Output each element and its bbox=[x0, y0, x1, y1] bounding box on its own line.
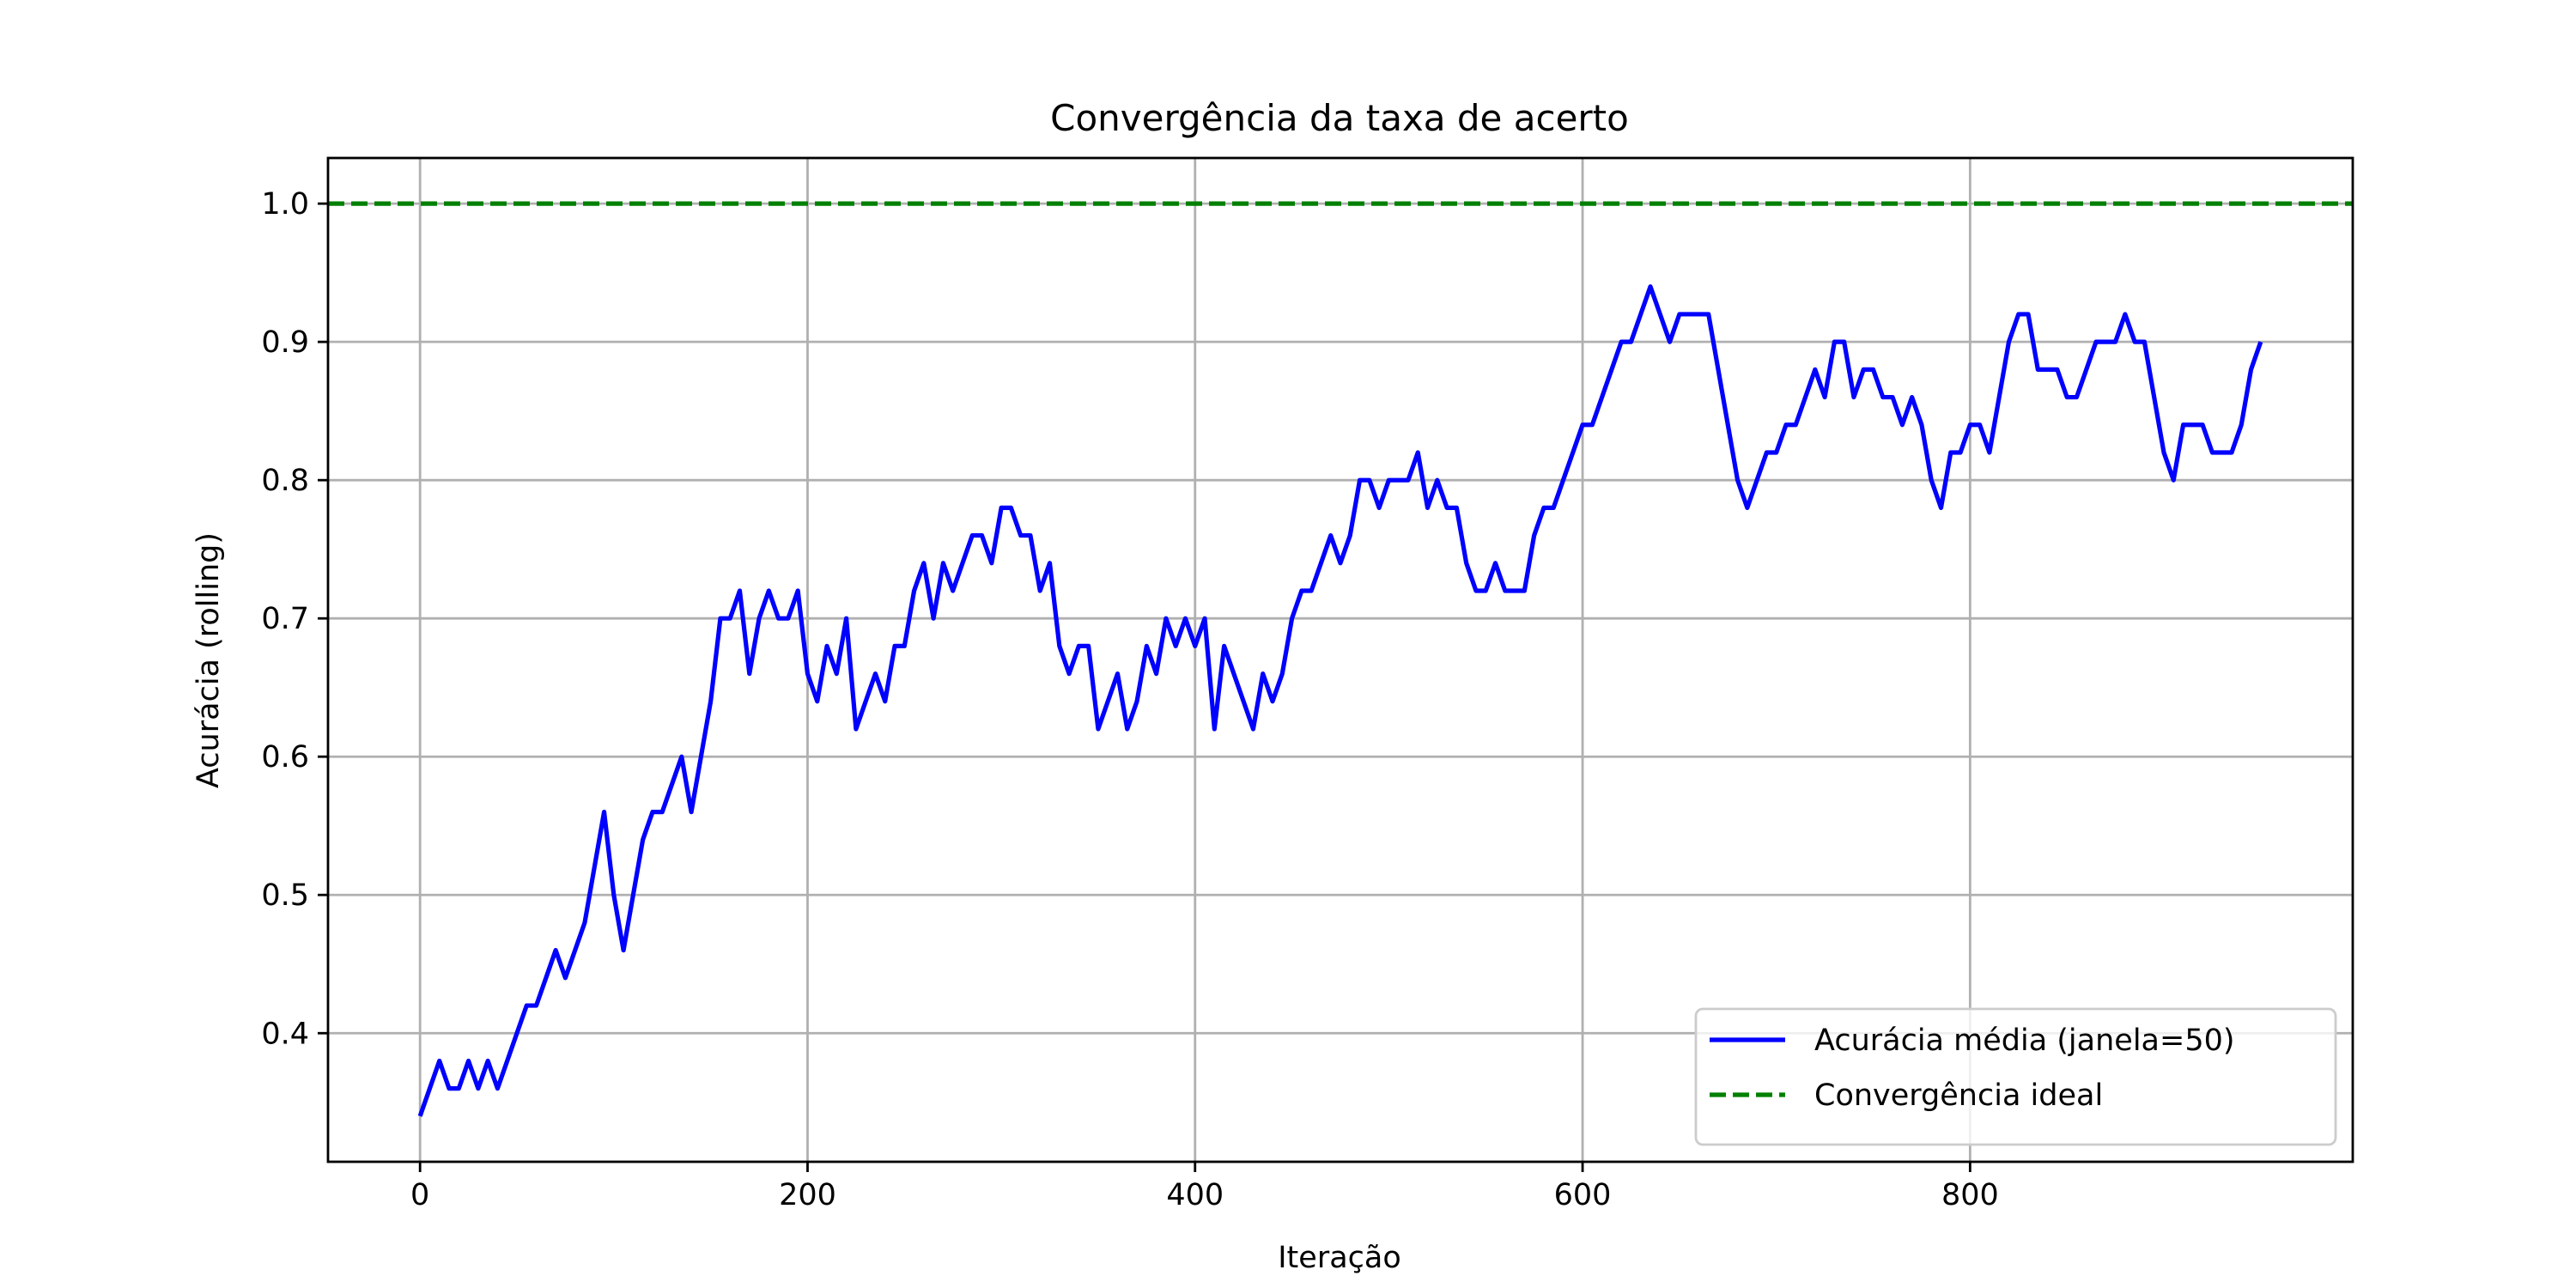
legend-box bbox=[1694, 1007, 2337, 1146]
x-tick-label: 400 bbox=[1166, 1178, 1224, 1212]
y-tick-label: 1.0 bbox=[261, 187, 309, 222]
x-tick-label: 800 bbox=[1941, 1178, 1999, 1212]
x-tick-label: 600 bbox=[1554, 1178, 1612, 1212]
y-tick-label: 0.6 bbox=[261, 740, 309, 775]
legend-label: Convergência ideal bbox=[1814, 1078, 2103, 1113]
y-tick-label: 0.5 bbox=[261, 878, 309, 913]
x-tick-label: 0 bbox=[410, 1178, 429, 1212]
y-tick-label: 0.4 bbox=[261, 1017, 309, 1051]
y-tick-label: 0.9 bbox=[261, 325, 309, 360]
legend-label: Acurácia média (janela=50) bbox=[1814, 1024, 2235, 1058]
data-line bbox=[417, 284, 2263, 1117]
x-tick-label: 200 bbox=[779, 1178, 836, 1212]
y-tick-label: 0.7 bbox=[261, 602, 309, 636]
chart-title: Convergência da taxa de acerto bbox=[1050, 97, 1629, 139]
y-tick-label: 0.8 bbox=[261, 464, 309, 498]
y-axis-label: Acurácia (rolling) bbox=[191, 532, 226, 788]
x-axis-label: Iteração bbox=[1278, 1241, 1401, 1275]
axes-frame bbox=[326, 156, 2354, 1163]
